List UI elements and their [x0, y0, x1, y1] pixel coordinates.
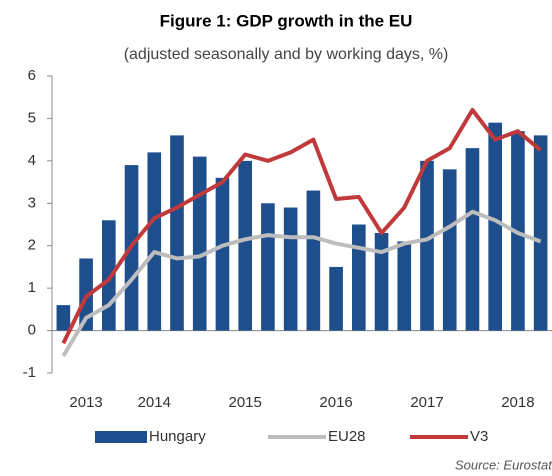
line: [61, 107, 542, 345]
y-tick-label: -1: [23, 364, 36, 381]
y-tick-label: 5: [28, 109, 36, 126]
bar: [442, 169, 457, 331]
line: [61, 209, 542, 358]
x-tick-label: 2015: [228, 394, 261, 411]
bar: [465, 148, 480, 331]
x-tick-label: 2016: [319, 394, 352, 411]
bar: [170, 135, 184, 331]
bar: [147, 152, 162, 331]
bar: [533, 135, 548, 331]
bar: [56, 305, 71, 331]
x-tick-label: 2014: [138, 394, 171, 411]
y-tick-label: 4: [28, 152, 36, 169]
legend-label: V3: [470, 428, 488, 445]
y-tick-label: 2: [28, 237, 36, 254]
chart-title: Figure 1: GDP growth in the EU: [160, 11, 413, 30]
bar: [238, 160, 252, 331]
bar: [283, 207, 298, 331]
bar: [488, 122, 502, 331]
bar: [420, 160, 434, 331]
x-tick-label: 2013: [69, 394, 102, 411]
x-tick-label: 2017: [410, 394, 443, 411]
legend-swatch: [95, 431, 147, 443]
bar: [397, 241, 412, 331]
x-tick-label: 2018: [501, 394, 534, 411]
legend-label: EU28: [328, 428, 366, 445]
bar: [192, 156, 207, 331]
y-tick-label: 6: [28, 67, 36, 84]
legend-label: Hungary: [149, 428, 206, 445]
bar: [306, 190, 321, 331]
bar: [215, 177, 230, 331]
y-tick-label: 0: [28, 322, 36, 339]
bar: [374, 232, 389, 331]
bar: [329, 266, 343, 331]
bar: [352, 224, 366, 331]
source-note: Source: Eurostat: [455, 457, 552, 472]
y-tick-label: 1: [28, 279, 36, 296]
y-tick-label: 3: [28, 194, 36, 211]
bar: [261, 203, 275, 331]
chart-subtitle: (adjusted seasonally and by working days…: [124, 46, 449, 63]
